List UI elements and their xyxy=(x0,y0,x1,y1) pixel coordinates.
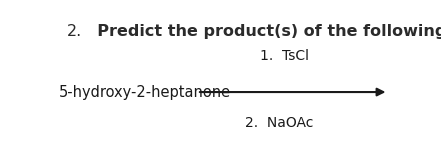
Text: 2.  NaOAc: 2. NaOAc xyxy=(245,116,313,130)
Text: 5-hydroxy-2-heptanone: 5-hydroxy-2-heptanone xyxy=(59,85,231,100)
Text: Predict the product(s) of the following reactions.: Predict the product(s) of the following … xyxy=(86,24,441,39)
Text: 1.  TsCl: 1. TsCl xyxy=(260,49,309,63)
Text: 2.: 2. xyxy=(67,24,82,39)
